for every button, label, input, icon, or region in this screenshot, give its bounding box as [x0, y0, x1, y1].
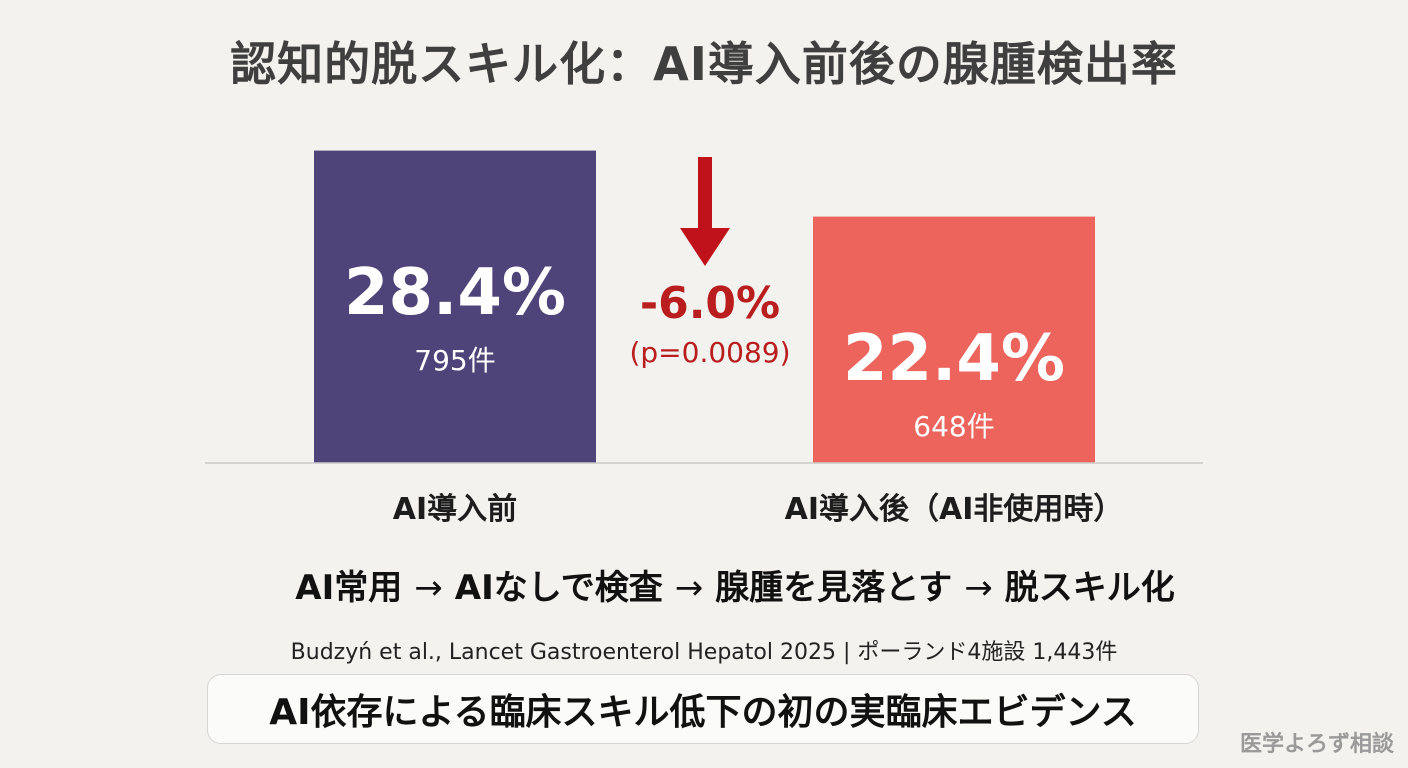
flow-arrow-icon: → [414, 568, 443, 608]
category-label-after: AI導入後（AI非使用時） [784, 492, 1124, 527]
citation: Budzyń et al., Lancet Gastroenterol Hepa… [290, 640, 1118, 665]
bar-value-label: 22.4% [842, 321, 1066, 396]
flow-step: 脱スキル化 [1004, 568, 1175, 608]
bar-ai-before [314, 150, 596, 463]
bar-ai-before-labels: 28.4% 795件 [314, 261, 596, 379]
delta-value: -6.0% [639, 278, 781, 329]
flow-step: AI常用 [295, 568, 403, 608]
category-label-before: AI導入前 [392, 492, 518, 527]
bar-ai-after-labels: 22.4% 648件 [813, 327, 1095, 445]
bar-ai-after [813, 216, 1095, 463]
delta-annotation: -6.0% (p=0.0089) [600, 278, 820, 370]
bar-value-label: 28.4% [343, 255, 567, 330]
flow-step: AIなしで検査 [454, 568, 663, 608]
p-value: (p=0.0089) [629, 336, 791, 369]
bar-count-label: 648件 [913, 409, 995, 443]
bar-count-label: 795件 [414, 343, 496, 377]
chart-title: 認知的脱スキル化：AI導入前後の腺腫検出率 [230, 37, 1178, 91]
flow-step: 腺腫を見落とす [715, 568, 953, 608]
callout-text: AI依存による臨床スキル低下の初の実臨床エビデンス [269, 692, 1137, 733]
flow-arrow-icon: → [674, 568, 704, 608]
deskilling-flow: AI常用 → AIなしで検査 → 腺腫を見落とす → 脱スキル化 [0, 560, 1408, 609]
flow-arrow-icon: → [964, 568, 993, 608]
key-finding-callout: AI依存による臨床スキル低下の初の実臨床エビデンス [207, 674, 1199, 744]
watermark: 医学よろず相談 [1239, 732, 1394, 757]
down-arrow-icon [680, 157, 730, 266]
